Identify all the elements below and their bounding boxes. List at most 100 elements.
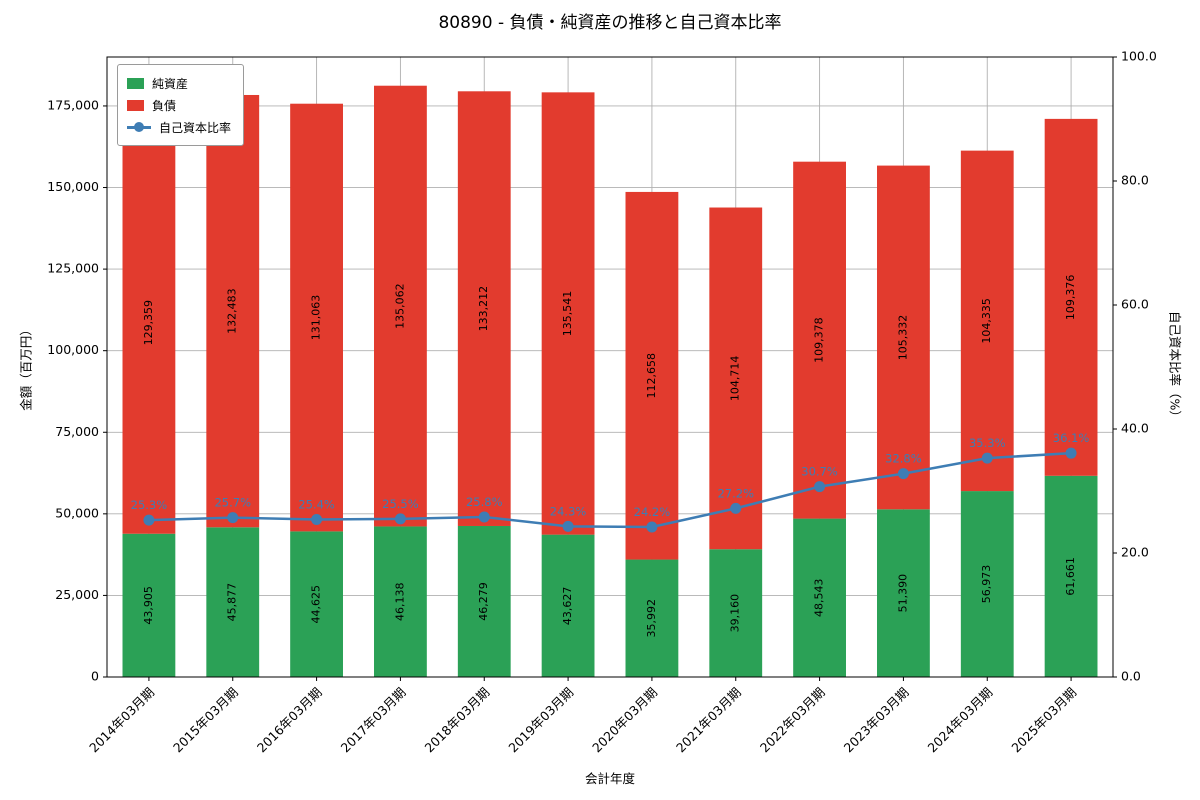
- y-tick-label-right: 0.0: [1121, 669, 1141, 684]
- legend-label: 純資産: [152, 76, 189, 91]
- bar-segment-net-assets: [206, 527, 260, 677]
- equity-ratio-line: [148, 451, 1072, 529]
- bar-value-label-net-assets: 44,625: [310, 585, 323, 624]
- bar-value-label-net-assets: 35,992: [645, 599, 658, 638]
- y-tick-label-left: 100,000: [47, 342, 99, 357]
- bar-segment-liabilities: [206, 94, 260, 528]
- bar-segment-liabilities: [1044, 118, 1098, 476]
- equity-ratio-value-label: 25.4%: [298, 498, 335, 512]
- x-tick-label: 2019年03月期: [505, 685, 576, 756]
- bar-value-label-net-assets: 43,627: [561, 587, 574, 626]
- equity-ratio-marker: [311, 514, 323, 526]
- bar-segment-net-assets: [374, 526, 427, 677]
- bar-value-label-liabilities: 112,658: [645, 353, 658, 399]
- equity-ratio-marker: [730, 502, 742, 514]
- y-tick-label-right: 40.0: [1121, 421, 1149, 436]
- bar-value-label-liabilities: 132,483: [226, 288, 239, 334]
- legend-swatch: [127, 77, 144, 89]
- x-tick-label: 2018年03月期: [422, 685, 493, 756]
- y-tick-label-left: 75,000: [55, 424, 99, 439]
- equity-ratio-value-label: 24.3%: [550, 504, 587, 518]
- equity-ratio-marker: [478, 511, 490, 523]
- y-tick-label-left: 0: [91, 669, 99, 684]
- equity-ratio-value-label: 27.2%: [717, 486, 754, 500]
- y-tick-label-left: 125,000: [47, 261, 99, 276]
- x-tick-label: 2023年03月期: [841, 685, 912, 756]
- legend-label: 負債: [152, 98, 177, 113]
- x-tick-label: 2014年03月期: [86, 685, 157, 756]
- equity-ratio-marker: [1065, 447, 1077, 459]
- legend-entry: 自己資本比率: [127, 116, 231, 138]
- bar-segment-net-assets: [457, 525, 511, 677]
- bar-segment-net-assets: [541, 534, 595, 677]
- x-axis-label: 会計年度: [584, 771, 635, 786]
- equity-ratio-marker: [227, 512, 239, 524]
- bar-value-label-net-assets: 46,138: [393, 582, 406, 621]
- bar-segment-net-assets: [793, 518, 846, 677]
- bar-value-label-net-assets: 39,160: [729, 594, 742, 633]
- equity-ratio-marker: [981, 452, 993, 464]
- equity-ratio-value-label: 32.8%: [885, 452, 922, 466]
- equity-ratio-value-label: 25.8%: [466, 495, 503, 509]
- x-tick-label: 2024年03月期: [925, 685, 996, 756]
- y-tick-label-left: 25,000: [55, 587, 99, 602]
- x-tick-label: 2021年03月期: [673, 685, 744, 756]
- equity-ratio-marker: [562, 520, 574, 532]
- y-tick-label-left: 150,000: [47, 179, 99, 194]
- bar-segment-net-assets: [625, 559, 679, 677]
- x-tick-label: 2015年03月期: [170, 685, 241, 756]
- bar-value-label-liabilities: 104,714: [729, 356, 742, 402]
- bar-segment-net-assets: [709, 549, 763, 677]
- bar-value-label-liabilities: 109,376: [1064, 275, 1077, 321]
- bar-value-label-liabilities: 104,335: [980, 298, 993, 344]
- bar-value-label-net-assets: 43,905: [142, 586, 155, 625]
- bar-value-label-liabilities: 131,063: [310, 295, 323, 341]
- legend-line-marker: [127, 122, 151, 133]
- y-tick-label-right: 100.0: [1121, 49, 1157, 64]
- bar-segment-net-assets: [122, 533, 176, 677]
- equity-ratio-value-label: 25.3%: [131, 498, 168, 512]
- bar-segment-liabilities: [793, 161, 846, 519]
- y-tick-label-right: 80.0: [1121, 173, 1149, 188]
- bar-value-label-net-assets: 51,390: [896, 574, 909, 613]
- bar-value-label-liabilities: 105,332: [896, 315, 909, 361]
- x-tick-label: 2025年03月期: [1008, 685, 1079, 756]
- legend-label: 自己資本比率: [159, 120, 232, 135]
- bar-segment-liabilities: [541, 92, 595, 535]
- bar-segment-liabilities: [122, 111, 176, 534]
- plot-border: [106, 56, 1114, 678]
- bar-value-label-liabilities: 135,541: [561, 291, 574, 337]
- x-tick-label: 2020年03月期: [589, 685, 660, 756]
- equity-ratio-value-label: 30.7%: [801, 465, 838, 479]
- equity-ratio-marker: [814, 481, 826, 493]
- bar-value-label-net-assets: 46,279: [477, 582, 490, 621]
- y-tick-label-left: 50,000: [55, 505, 99, 520]
- bar-segment-net-assets: [290, 531, 343, 677]
- bar-value-label-liabilities: 135,062: [393, 283, 406, 329]
- y-tick-label-left: 175,000: [47, 97, 99, 112]
- bar-value-label-liabilities: 109,378: [813, 317, 826, 363]
- equity-ratio-marker: [897, 468, 909, 480]
- x-tick-label: 2016年03月期: [254, 685, 325, 756]
- y-tick-label-right: 20.0: [1121, 545, 1149, 560]
- equity-ratio-value-label: 35.3%: [969, 436, 1006, 450]
- bar-segment-net-assets: [960, 491, 1014, 677]
- chart-legend: 純資産負債自己資本比率: [117, 64, 245, 146]
- equity-ratio-marker: [646, 521, 658, 533]
- equity-ratio-value-label: 24.2%: [634, 505, 671, 519]
- legend-swatch: [127, 99, 144, 111]
- bar-value-label-net-assets: 45,877: [226, 583, 239, 622]
- bar-segment-liabilities: [625, 191, 679, 560]
- bar-segment-liabilities: [709, 207, 763, 550]
- bar-segment-liabilities: [290, 103, 343, 532]
- bar-value-label-liabilities: 133,212: [477, 286, 490, 332]
- legend-entry: 純資産: [127, 72, 231, 94]
- x-tick-label: 2017年03月期: [338, 685, 409, 756]
- x-tick-label: 2022年03月期: [757, 685, 828, 756]
- bar-value-label-net-assets: 56,973: [980, 565, 993, 604]
- equity-ratio-marker: [143, 514, 155, 526]
- equity-ratio-value-label: 25.5%: [382, 497, 419, 511]
- bar-value-label-net-assets: 48,543: [813, 579, 826, 618]
- bar-segment-net-assets: [1044, 475, 1098, 677]
